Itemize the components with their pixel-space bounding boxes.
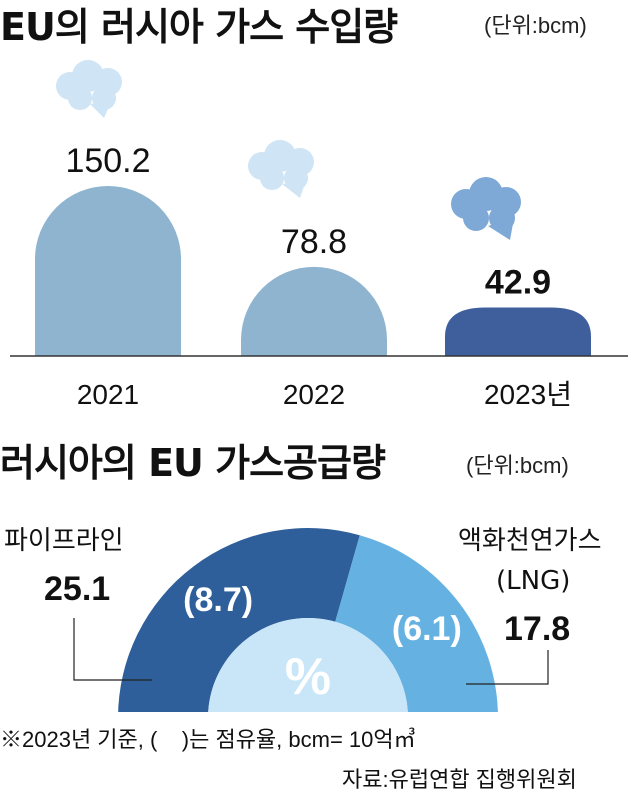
chart1-unit: (단위:bcm) bbox=[484, 13, 587, 38]
value-label: 150.2 bbox=[65, 142, 150, 180]
bar-chart: 150.2 78.8 42.9 2021 2022 2023년 bbox=[10, 60, 628, 410]
leader-line-lng bbox=[466, 650, 549, 685]
donut-slice bbox=[118, 528, 360, 718]
x-tick-label: 2023년 bbox=[484, 379, 572, 410]
chart1-title: EU의 러시아 가스 수입량 bbox=[0, 5, 398, 49]
pipeline-label: 파이프라인 bbox=[4, 526, 124, 556]
percent-symbol: % bbox=[285, 648, 331, 706]
smoke-cloud-icon bbox=[248, 140, 314, 198]
x-tick-label: 2022 bbox=[283, 379, 345, 410]
lng-label-sub: (LNG) bbox=[496, 566, 571, 596]
lng-label: 액화천연가스 bbox=[458, 526, 602, 556]
chart2-title: 러시아의 EU 가스공급량 bbox=[0, 441, 386, 485]
footnote: ※2023년 기준, ( )는 점유율, bcm= 10억㎥ bbox=[0, 727, 416, 752]
slice-share-label: (6.1) bbox=[392, 610, 462, 648]
bar-2021 bbox=[35, 186, 181, 356]
x-tick-label: 2021 bbox=[77, 379, 139, 410]
smoke-cloud-icon bbox=[451, 177, 521, 240]
leader-line-pipeline bbox=[73, 618, 152, 681]
chart2-unit: (단위:bcm) bbox=[466, 453, 569, 478]
pipeline-total: 25.1 bbox=[44, 570, 111, 608]
slice-share-label: (8.7) bbox=[183, 581, 253, 619]
donut-center bbox=[208, 618, 408, 718]
value-label: 42.9 bbox=[485, 263, 551, 301]
bar-2023년 bbox=[445, 307, 591, 356]
smoke-cloud-icon bbox=[56, 60, 122, 118]
donut-slice bbox=[335, 535, 499, 718]
lng-total: 17.8 bbox=[504, 610, 571, 648]
footer-band bbox=[0, 712, 635, 798]
value-label: 78.8 bbox=[281, 223, 347, 261]
source: 자료:유럽연합 집행위원회 bbox=[342, 767, 577, 792]
bar-2022 bbox=[241, 266, 387, 356]
